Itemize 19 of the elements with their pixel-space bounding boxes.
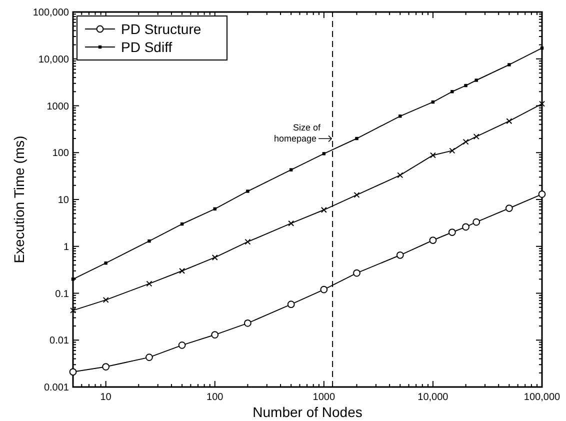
annotation: Size of homepage — [274, 122, 322, 144]
y-tick-label: 0.001 — [44, 382, 70, 394]
y-tick-label: 100 — [52, 148, 70, 160]
x-tick-label: 10,000 — [418, 392, 449, 403]
y-tick-label: 1 — [63, 242, 70, 253]
x-tick-label: 100,000 — [524, 392, 561, 403]
y-tick-label: 0.1 — [55, 288, 70, 300]
x-tick-label: 10 — [100, 392, 112, 403]
x-tick-label: 100 — [206, 392, 224, 403]
y-tick-label: 0.01 — [50, 336, 70, 347]
legend-label: PD Structure — [121, 21, 202, 37]
x-axis-title: Number of Nodes — [252, 404, 362, 420]
legend-label: PD Sdiff — [121, 39, 172, 55]
y-tick-label: 10,000 — [38, 54, 70, 66]
y-tick-label: 1000 — [46, 101, 70, 112]
x-tick-label: 1000 — [312, 392, 336, 403]
y-tick-label: 10 — [58, 195, 70, 206]
y-tick-label: 100,000 — [32, 8, 70, 18]
y-axis-title: Execution Time (ms) — [11, 136, 27, 264]
